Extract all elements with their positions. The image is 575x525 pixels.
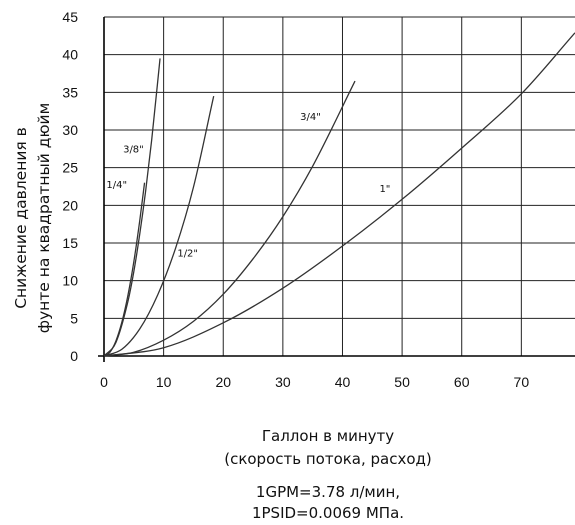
y-tick-label: 15 bbox=[62, 235, 78, 251]
x-tick-label: 10 bbox=[156, 374, 172, 390]
x-tick-label: 20 bbox=[215, 374, 231, 390]
y-tick-label: 30 bbox=[62, 122, 78, 138]
x-axis-label-line1: Галлон в минуту bbox=[262, 427, 394, 445]
y-axis-label-line2: фунте на квадратный дюйм bbox=[35, 103, 53, 334]
x-tick-label: 40 bbox=[335, 374, 351, 390]
y-tick-label: 20 bbox=[62, 197, 78, 213]
x-tick-labels: 0 10 20 30 40 50 60 70 bbox=[100, 374, 529, 390]
series-labels: 1/4" 3/8" 1/2" 3/4" 1" bbox=[106, 112, 390, 259]
series-line bbox=[103, 182, 146, 357]
x-tick-label: 50 bbox=[394, 374, 410, 390]
y-tick-label: 25 bbox=[62, 160, 78, 176]
x-tick-label: 70 bbox=[514, 374, 530, 390]
y-tick-label: 40 bbox=[62, 47, 78, 63]
series-label: 3/8" bbox=[123, 145, 144, 156]
y-tick-label: 10 bbox=[62, 273, 78, 289]
y-axis-label-line1: Снижение давления в bbox=[12, 127, 30, 309]
x-tick-label: 60 bbox=[454, 374, 470, 390]
series-line bbox=[103, 80, 356, 357]
series-line bbox=[103, 58, 161, 357]
conversion-note-psid: 1PSID=0.0069 МПа. bbox=[252, 504, 404, 522]
conversion-note-gpm: 1GPM=3.78 л/мин, bbox=[256, 483, 400, 501]
x-tick-label: 30 bbox=[275, 374, 291, 390]
series-label: 1" bbox=[379, 184, 390, 195]
y-tick-label: 5 bbox=[70, 310, 78, 326]
axes bbox=[98, 17, 575, 362]
series-label: 3/4" bbox=[300, 112, 321, 123]
y-tick-label: 45 bbox=[62, 9, 78, 25]
series-curves bbox=[103, 32, 575, 357]
x-axis-label-line2: (скорость потока, расход) bbox=[224, 450, 432, 468]
y-tick-label: 35 bbox=[62, 84, 78, 100]
x-tick-label: 0 bbox=[100, 374, 108, 390]
series-line bbox=[103, 95, 215, 357]
series-label: 1/2" bbox=[177, 249, 198, 260]
grid-lines bbox=[104, 16, 575, 356]
series-line bbox=[103, 32, 575, 357]
y-tick-label: 0 bbox=[70, 348, 78, 364]
series-label: 1/4" bbox=[106, 180, 127, 191]
y-tick-labels: 0 5 10 15 20 25 30 35 40 45 bbox=[62, 9, 78, 364]
